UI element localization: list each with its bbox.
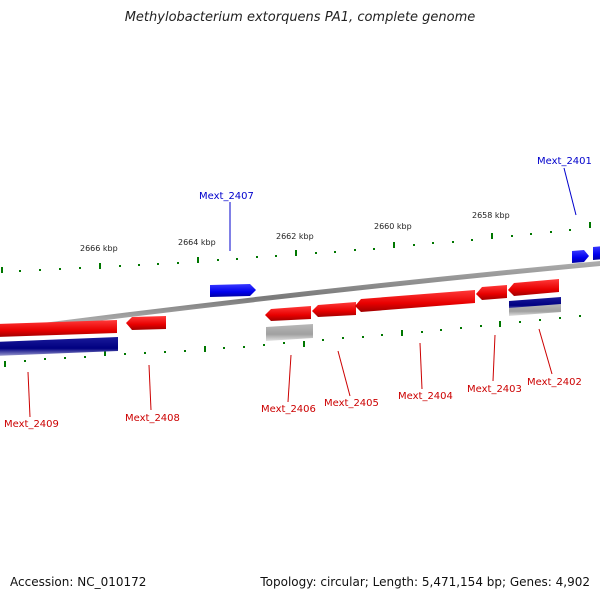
- gene-label-mext-2409[interactable]: Mext_2409: [4, 419, 59, 430]
- leader-lines: [27, 167, 577, 418]
- scale-label-2660: 2660 kbp: [374, 222, 412, 231]
- gene-label-mext-2403[interactable]: Mext_2403: [467, 384, 522, 395]
- scale-label-2662: 2662 kbp: [276, 232, 314, 241]
- feature-bar-grey-2402: [509, 304, 561, 316]
- gene-arrow-mext-2401a[interactable]: [572, 250, 589, 263]
- gene-label-mext-2407[interactable]: Mext_2407: [199, 191, 254, 202]
- gene-arrow-mext-2406[interactable]: [265, 306, 311, 321]
- genome-backbone: [0, 260, 600, 334]
- gene-label-mext-2405[interactable]: Mext_2405: [324, 398, 379, 409]
- gene-arrow-mext-2404[interactable]: [355, 290, 475, 312]
- accession-text: Accession: NC_010172: [10, 575, 147, 589]
- gene-label-mext-2404[interactable]: Mext_2404: [398, 391, 453, 402]
- gene-label-mext-2406[interactable]: Mext_2406: [261, 404, 316, 415]
- gene-arrow-mext-2402[interactable]: [508, 279, 559, 296]
- gene-arrow-mext-2407[interactable]: [210, 284, 256, 297]
- gene-arrow-mext-2401b[interactable]: [593, 246, 600, 260]
- feature-bar-navy-2409: [0, 337, 118, 356]
- gene-arrow-mext-2403[interactable]: [476, 285, 507, 300]
- map-title: Methylobacterium extorquens PA1, complet…: [124, 10, 476, 25]
- scale-label-2658: 2658 kbp: [472, 211, 510, 220]
- gene-arrow-mext-2409[interactable]: [0, 320, 117, 337]
- gene-label-mext-2408[interactable]: Mext_2408: [125, 413, 180, 424]
- outer-tick-row: [1, 222, 591, 273]
- scale-label-2666: 2666 kbp: [80, 244, 118, 253]
- gene-label-mext-2402[interactable]: Mext_2402: [527, 377, 582, 388]
- gene-arrow-mext-2405[interactable]: [312, 302, 356, 317]
- scale-label-2664: 2664 kbp: [178, 238, 216, 247]
- inner-tick-row: [4, 315, 581, 367]
- feature-bar-grey-2406: [266, 324, 313, 341]
- gene-label-mext-2401[interactable]: Mext_2401: [537, 156, 592, 167]
- genome-summary-text: Topology: circular; Length: 5,471,154 bp…: [260, 575, 590, 589]
- gene-arrow-mext-2408[interactable]: [126, 316, 166, 330]
